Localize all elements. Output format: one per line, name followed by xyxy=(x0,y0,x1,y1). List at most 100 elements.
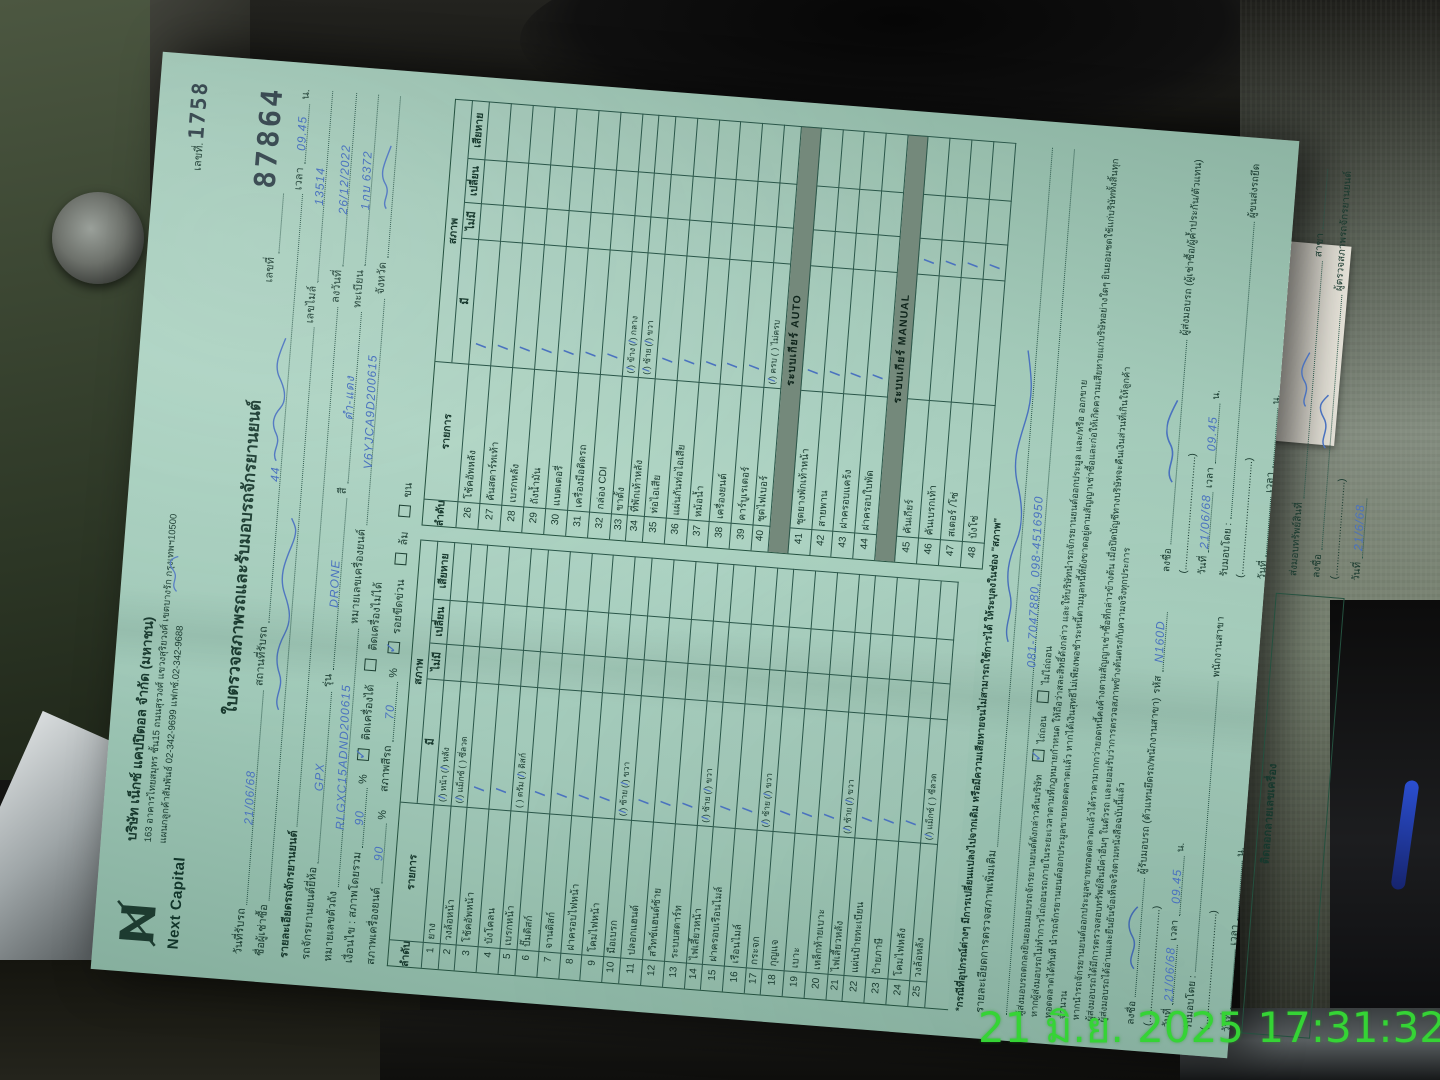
row-damaged-cell xyxy=(989,141,1017,201)
handwriting-scribble xyxy=(1301,352,1311,408)
dotted-line xyxy=(1252,495,1272,557)
label-deliver-asset-at: ส่งมอบทรัพย์สินที่ xyxy=(1288,501,1306,577)
row-not-have-cell xyxy=(723,665,749,704)
logo-n-icon xyxy=(117,900,156,947)
row-not-have-cell xyxy=(479,203,505,241)
row-number: 26 xyxy=(456,501,481,529)
row-number: 18 xyxy=(760,968,785,997)
handwritten-receive-date: 21/06/68 xyxy=(241,769,259,825)
row-not-have-cell xyxy=(581,654,607,693)
next-capital-logo: Next Capital xyxy=(113,852,191,950)
row-number: 47 xyxy=(938,539,963,567)
label-brand: รถจักรยานยนต์ยี่ห้อ xyxy=(299,866,320,961)
handwritten-time: 09.45 xyxy=(1204,415,1221,452)
label-paint-condition: สภาพสีรถ xyxy=(378,745,395,793)
row-option: (/) ซ้าย xyxy=(699,795,712,823)
row-not-have-cell xyxy=(931,682,951,720)
label-redeem: ไถ่ถอน xyxy=(1036,715,1049,744)
label-fallen: ล้ม xyxy=(398,531,412,547)
label-received-by: รับมอบโดย : xyxy=(1218,522,1235,578)
row-option: (/) กลาง xyxy=(626,315,640,347)
row-not-have-cell xyxy=(501,204,527,243)
row-number: 38 xyxy=(708,521,732,549)
handwritten-mileage: 13514 xyxy=(312,166,328,206)
row-number: 13 xyxy=(662,960,687,989)
form-header: Next Capital บริษัท เน็กซ์ แคปปิตอล จำกั… xyxy=(113,79,252,950)
label-hirer-name: ชื่อผู้เช่าซื้อ xyxy=(254,903,271,957)
dotted-line: 09.45 xyxy=(291,102,311,164)
label-engine-starts: ติดเครื่องได้ xyxy=(360,684,378,741)
name-parentheses: (..................................) xyxy=(1329,478,1349,580)
handwritten-contract-date: 26/12/2022 xyxy=(335,143,353,215)
row-number: 36 xyxy=(664,517,689,546)
no-label: เลขที่ xyxy=(263,256,278,283)
label-mileage: เลขไมล์ xyxy=(304,285,320,324)
dotted-line xyxy=(265,192,285,254)
label-plate: ทะเบียน xyxy=(351,269,367,309)
checkbox-carried xyxy=(398,505,412,518)
row-option: (/) ดรัม xyxy=(513,781,526,809)
row-not-have-cell xyxy=(545,208,570,246)
row-not-have-cell xyxy=(477,646,503,685)
checkbox-scratches xyxy=(387,641,401,655)
label-sign: ลงชื่อ xyxy=(1161,547,1175,573)
signature-block-deliverer: ลงชื่อ ผู้ส่งมอบรถ (ผู้เช่าซื้อ/ผู้ค้ำปร… xyxy=(1153,158,1302,580)
row-not-have-cell xyxy=(745,667,771,706)
label-time: เวลา xyxy=(292,166,307,191)
row-option: (/) ซ้าย xyxy=(617,789,630,817)
signature-scribble xyxy=(1166,400,1179,484)
dotted-line: 21/06/68 xyxy=(1195,491,1214,553)
info-line-5: หมายเลขตัวถัง RLGXC15ADND200615 หมายเลขเ… xyxy=(319,95,404,962)
label-time: เวลา xyxy=(1204,466,1217,489)
row-number: 43 xyxy=(831,530,856,559)
col-header-no: ลำดับ xyxy=(388,939,425,968)
row-number: 24 xyxy=(886,978,911,1007)
signature-section: ลงชื่อ ผู้รับมอบรถ (ตัวแทนยึดรถ/พนักงานส… xyxy=(1117,158,1302,1033)
stamp-87864: 87864 xyxy=(247,85,290,190)
handwritten-overall-pct: 90 xyxy=(352,809,368,826)
signature-line xyxy=(1157,338,1188,545)
handwritten-place: 44 xyxy=(267,466,283,483)
row-number: 15 xyxy=(700,963,725,992)
checkbox-engine-no-start xyxy=(364,658,378,671)
row-option: (/) ขวา xyxy=(701,767,714,795)
label-time-unit: น. xyxy=(1234,846,1247,858)
row-number: 30 xyxy=(544,508,569,536)
row-number: 6 xyxy=(515,949,540,977)
label-contract-date: ลงวันที่ xyxy=(329,269,345,304)
row-number: 4 xyxy=(476,946,501,974)
handwritten-plate: 1กบ 6372 xyxy=(357,150,375,211)
row-number: 3 xyxy=(455,944,480,973)
row-number: 27 xyxy=(478,503,503,531)
row-not-have-cell xyxy=(887,678,913,717)
label-time-unit: น. xyxy=(1270,394,1283,405)
label-receive-date: วันที่รับรถ xyxy=(232,907,249,955)
row-not-have-cell xyxy=(730,223,756,261)
info-line-1: วันที่รับรถ 21/06/68 สถานที่รับรถ 44 เวล… xyxy=(230,88,315,955)
signature-scribble xyxy=(1128,905,1139,969)
handwritten-staff-code: N160D xyxy=(1152,620,1168,664)
dotted-line xyxy=(984,146,1054,847)
bottom-section: ติดลอกลายเลขเครื่อง ส่งมอบทรัพย์สินที่ ส… xyxy=(1241,168,1396,1040)
motorcycle-dark-part xyxy=(1330,600,1440,1080)
row-number: 11 xyxy=(618,957,643,986)
row-option: (/) ซี่ลวด xyxy=(926,773,939,806)
label-carried: ขน xyxy=(401,482,416,499)
extra-inspection-line-1: รายละเอียดการตรวจสภาพเพิ่มเติม xyxy=(971,146,1056,1014)
label-color: สี xyxy=(336,486,349,495)
row-changed-cell xyxy=(933,638,954,684)
percent-sign: % xyxy=(387,667,401,679)
row-not-have-cell xyxy=(805,672,831,710)
label-code: รหัส xyxy=(1151,675,1165,695)
percent-sign: % xyxy=(376,809,390,821)
checkbox-redeem xyxy=(1031,749,1045,763)
row-not-have-cell xyxy=(832,231,858,269)
row-option: (/) ดิสก์ xyxy=(516,752,529,780)
signature-scribble xyxy=(1319,394,1329,449)
row-not-have-cell: / xyxy=(961,241,987,279)
row-not-have-cell xyxy=(909,680,934,719)
label-sign: ลงชื่อ xyxy=(1311,553,1324,579)
row-option: (/) ข้าง xyxy=(624,347,637,374)
row-not-have-cell xyxy=(566,210,592,248)
